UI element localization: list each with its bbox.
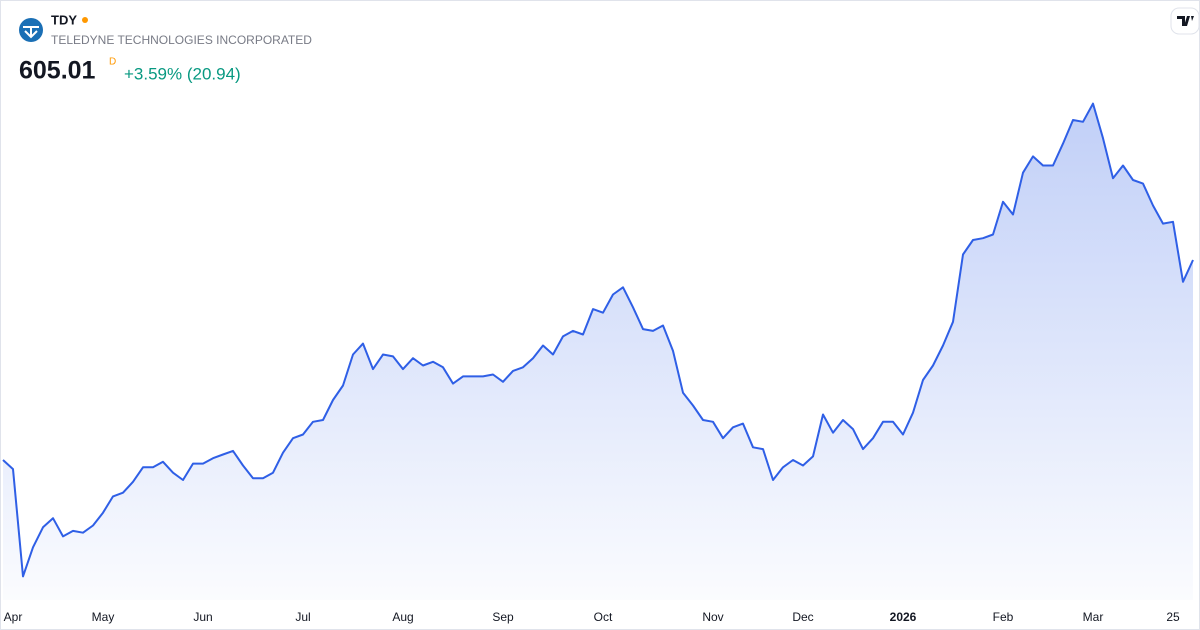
x-tick-label: 25 xyxy=(1166,610,1180,624)
x-tick-label: Dec xyxy=(792,610,813,624)
price: 605.01 xyxy=(19,57,96,85)
x-tick-label: Jul xyxy=(295,610,310,624)
interval: D xyxy=(109,57,116,68)
logo xyxy=(19,18,43,42)
x-tick-label: Aug xyxy=(392,610,413,624)
company-name: TELEDYNE TECHNOLOGIES INCORPORATED xyxy=(51,33,312,47)
change: +3.59% (20.94) xyxy=(124,64,241,83)
area-fill xyxy=(3,103,1193,600)
x-tick-label: Nov xyxy=(702,610,723,624)
x-tick-label: 2026 xyxy=(890,610,917,624)
x-tick-label: May xyxy=(92,610,115,624)
tv-logo[interactable] xyxy=(1170,7,1200,35)
x-tick-label: Apr xyxy=(4,610,23,624)
x-tick-label: Feb xyxy=(993,610,1014,624)
x-tick-label: Oct xyxy=(594,610,613,624)
x-tick-label: Mar xyxy=(1083,610,1104,624)
status-dot xyxy=(82,17,88,23)
x-tick-label: Jun xyxy=(193,610,212,624)
price-line xyxy=(2,102,1194,578)
ticker: TDY xyxy=(51,12,77,27)
x-tick-label: Sep xyxy=(492,610,514,624)
